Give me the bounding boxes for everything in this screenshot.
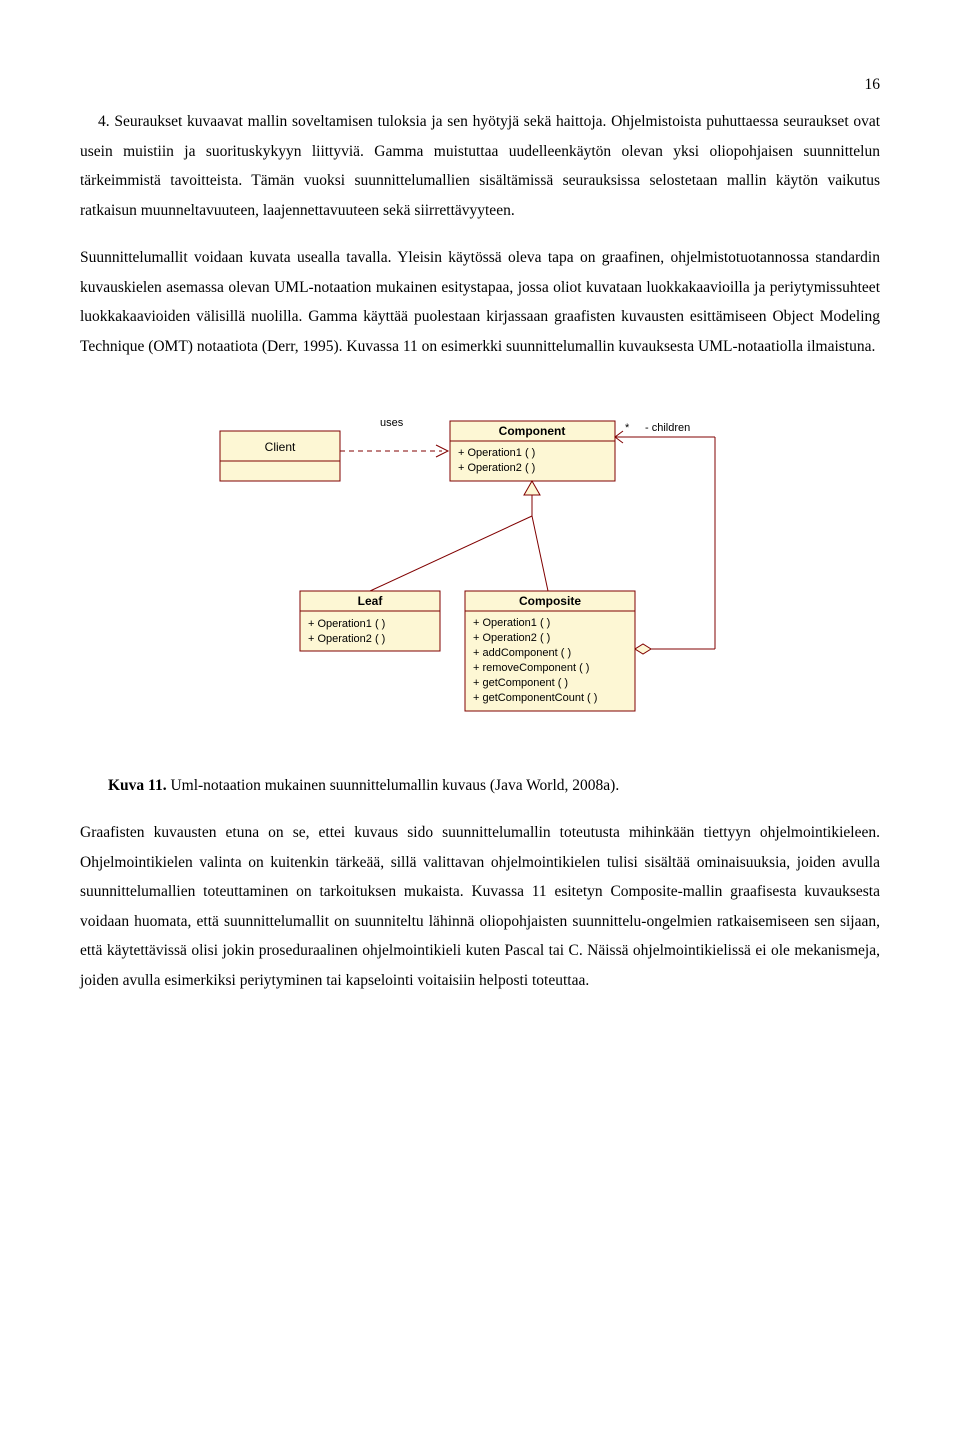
svg-text:+ Operation2 ( ): + Operation2 ( )	[308, 633, 385, 645]
paragraph-1: 4. Seuraukset kuvaavat mallin soveltamis…	[80, 107, 880, 225]
svg-text:+ Operation2 ( ): + Operation2 ( )	[458, 462, 535, 474]
uml-composite-box: Composite + Operation1 ( ) + Operation2 …	[465, 591, 635, 711]
svg-text:+ Operation1 ( ): + Operation1 ( )	[473, 617, 550, 629]
svg-text:+ addComponent ( ): + addComponent ( )	[473, 647, 571, 659]
para1-body: kuvaavat mallin soveltamisen tuloksia ja…	[80, 113, 880, 218]
caption-label: Kuva 11.	[108, 777, 167, 794]
svg-text:- children: - children	[645, 422, 690, 434]
uml-figure: Client uses Component + Operation1 ( ) +…	[80, 401, 880, 731]
uml-leaf-box: Leaf + Operation1 ( ) + Operation2 ( )	[300, 591, 440, 651]
uml-diagram-svg: Client uses Component + Operation1 ( ) +…	[180, 401, 780, 731]
svg-text:+ Operation1 ( ): + Operation1 ( )	[308, 618, 385, 630]
uml-generalization	[370, 481, 548, 591]
caption-text: Uml-notaation mukainen suunnittelumallin…	[167, 777, 620, 794]
uses-label: uses	[380, 417, 404, 429]
uml-component-box: Component + Operation1 ( ) + Operation2 …	[450, 421, 615, 481]
svg-text:+ removeComponent ( ): + removeComponent ( )	[473, 662, 589, 674]
uml-client-box: Client	[220, 431, 340, 481]
svg-text:*: *	[625, 422, 630, 434]
paragraph-2: Suunnittelumallit voidaan kuvata usealla…	[80, 243, 880, 361]
uml-dependency-uses	[340, 445, 448, 457]
svg-text:+ getComponent ( ): + getComponent ( )	[473, 677, 568, 689]
svg-text:Composite: Composite	[519, 594, 581, 608]
svg-text:+ Operation2 ( ): + Operation2 ( )	[473, 632, 550, 644]
svg-text:+ Operation1 ( ): + Operation1 ( )	[458, 447, 535, 459]
svg-text:+ getComponentCount ( ): + getComponentCount ( )	[473, 692, 597, 704]
svg-text:Component: Component	[499, 424, 566, 438]
figure-caption: Kuva 11. Uml-notaation mukainen suunnitt…	[108, 771, 880, 800]
page-number: 16	[80, 70, 880, 99]
svg-text:Leaf: Leaf	[358, 594, 384, 608]
paragraph-3: Graafisten kuvausten etuna on se, ettei …	[80, 818, 880, 995]
svg-text:Client: Client	[265, 440, 296, 454]
para1-lead: 4. Seuraukset	[98, 113, 182, 130]
